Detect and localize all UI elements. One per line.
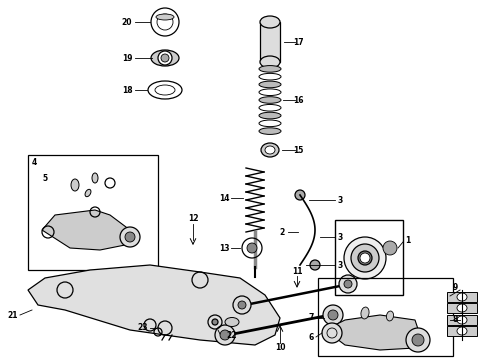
Circle shape	[220, 330, 230, 340]
Circle shape	[406, 328, 430, 352]
Ellipse shape	[387, 311, 393, 321]
Text: 3: 3	[338, 195, 343, 204]
Ellipse shape	[71, 179, 79, 191]
Circle shape	[412, 334, 424, 346]
Circle shape	[339, 275, 357, 293]
Ellipse shape	[457, 293, 467, 301]
Bar	[447, 292, 477, 302]
Circle shape	[125, 232, 135, 242]
Text: 22: 22	[227, 330, 237, 339]
Ellipse shape	[265, 146, 275, 154]
Text: 3: 3	[338, 233, 343, 242]
Circle shape	[233, 296, 251, 314]
Ellipse shape	[358, 251, 372, 265]
Text: 4: 4	[31, 158, 37, 166]
Circle shape	[215, 325, 235, 345]
Text: 2: 2	[279, 228, 285, 237]
Ellipse shape	[259, 97, 281, 103]
Text: 10: 10	[275, 343, 285, 352]
Circle shape	[360, 253, 370, 263]
Text: 16: 16	[293, 95, 303, 104]
Ellipse shape	[344, 237, 386, 279]
Text: 11: 11	[292, 267, 302, 276]
Circle shape	[247, 243, 257, 253]
Ellipse shape	[457, 304, 467, 312]
Ellipse shape	[156, 14, 174, 20]
Ellipse shape	[261, 143, 279, 157]
Text: 13: 13	[219, 243, 229, 252]
Ellipse shape	[457, 327, 467, 335]
Text: 1: 1	[405, 235, 411, 244]
Bar	[335, 220, 403, 295]
Ellipse shape	[259, 128, 281, 134]
Circle shape	[383, 241, 397, 255]
Circle shape	[323, 305, 343, 325]
Text: 20: 20	[122, 18, 132, 27]
Ellipse shape	[351, 244, 379, 272]
Ellipse shape	[259, 81, 281, 88]
Ellipse shape	[260, 56, 280, 68]
Circle shape	[328, 310, 338, 320]
Ellipse shape	[85, 189, 91, 197]
Ellipse shape	[260, 16, 280, 28]
Text: 21: 21	[7, 310, 18, 320]
Text: 18: 18	[122, 86, 132, 95]
Ellipse shape	[259, 66, 281, 72]
Text: 19: 19	[122, 54, 132, 63]
Ellipse shape	[92, 173, 98, 183]
Text: 8: 8	[453, 315, 458, 324]
Circle shape	[161, 54, 169, 62]
Text: 3: 3	[338, 261, 343, 270]
Ellipse shape	[151, 50, 179, 66]
Text: 9: 9	[453, 284, 458, 292]
Text: 23: 23	[138, 324, 148, 333]
Bar	[318, 278, 453, 356]
Circle shape	[322, 323, 342, 343]
Text: 17: 17	[293, 37, 303, 46]
Circle shape	[344, 280, 352, 288]
Bar	[260, 22, 280, 62]
Text: 14: 14	[219, 194, 229, 202]
Circle shape	[295, 190, 305, 200]
Circle shape	[238, 301, 246, 309]
Bar	[447, 315, 477, 325]
Ellipse shape	[225, 318, 239, 327]
Text: 6: 6	[309, 333, 314, 342]
Text: 15: 15	[293, 145, 303, 154]
Circle shape	[120, 227, 140, 247]
Ellipse shape	[259, 112, 281, 119]
Bar	[447, 326, 477, 336]
Text: 5: 5	[43, 174, 48, 183]
Circle shape	[310, 260, 320, 270]
Text: 7: 7	[309, 314, 314, 323]
Ellipse shape	[361, 307, 369, 319]
Circle shape	[212, 319, 218, 325]
Polygon shape	[325, 315, 420, 350]
Polygon shape	[28, 265, 280, 345]
Text: 12: 12	[188, 213, 198, 222]
Circle shape	[158, 51, 172, 65]
Bar	[447, 303, 477, 313]
Bar	[28, 155, 158, 270]
Polygon shape	[42, 210, 130, 250]
Ellipse shape	[457, 316, 467, 324]
